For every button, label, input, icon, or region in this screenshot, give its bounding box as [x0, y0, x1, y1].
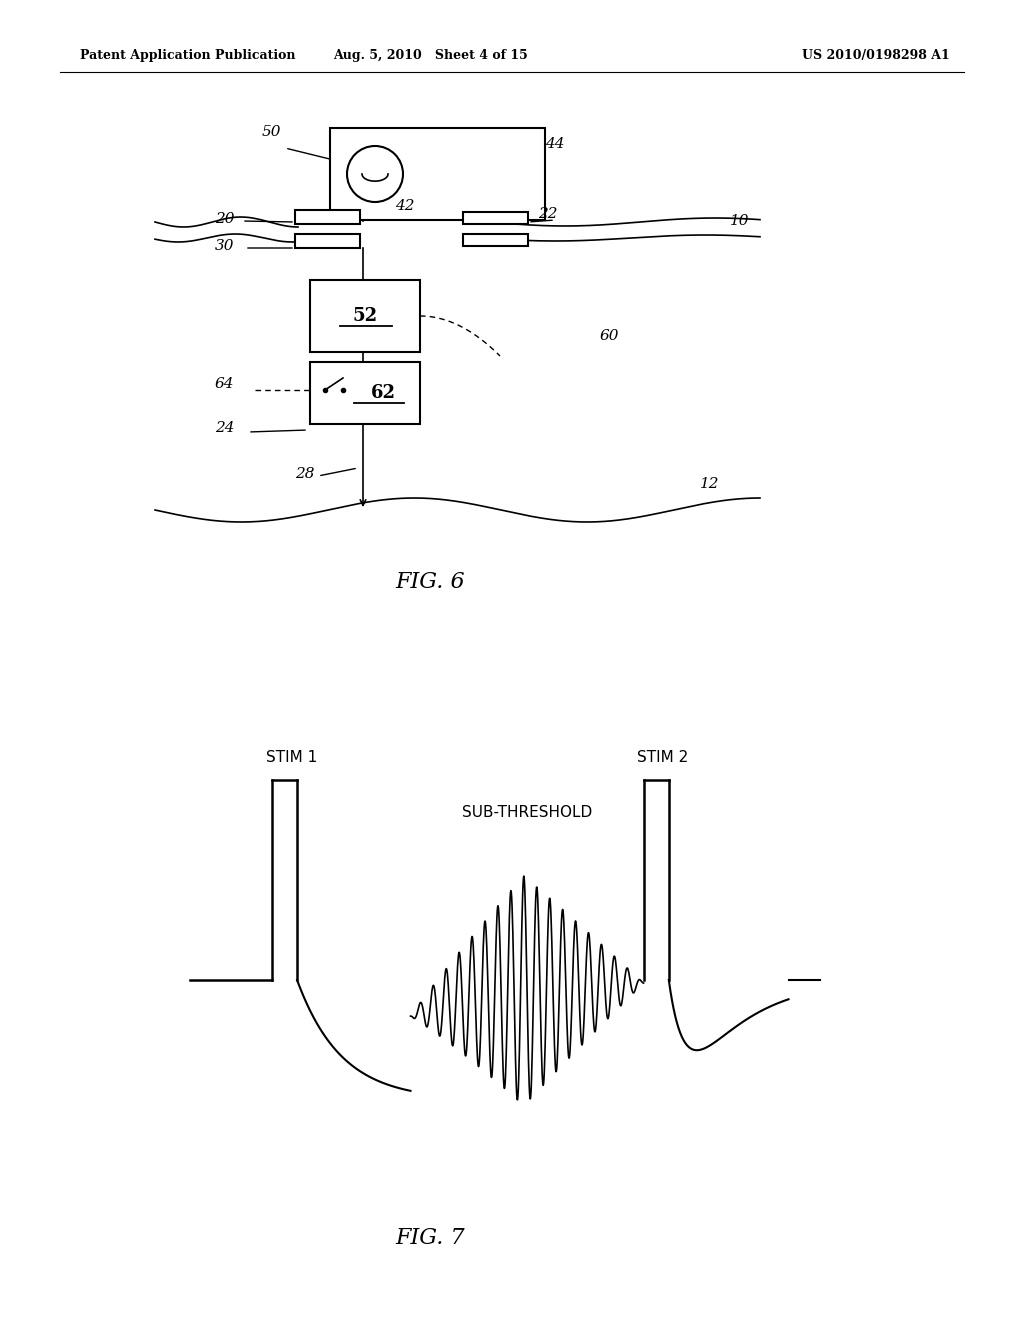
- Bar: [330, 128, 545, 220]
- Bar: [295, 234, 360, 248]
- Text: US 2010/0198298 A1: US 2010/0198298 A1: [802, 49, 950, 62]
- Text: SUB-THRESHOLD: SUB-THRESHOLD: [462, 805, 592, 820]
- Text: 42: 42: [395, 199, 415, 213]
- Text: Aug. 5, 2010   Sheet 4 of 15: Aug. 5, 2010 Sheet 4 of 15: [333, 49, 527, 62]
- Text: STIM 1: STIM 1: [265, 750, 316, 766]
- Bar: [310, 362, 420, 424]
- Text: 30: 30: [215, 239, 234, 253]
- Text: 22: 22: [538, 207, 557, 220]
- Text: 62: 62: [371, 384, 395, 403]
- Text: 52: 52: [352, 308, 378, 325]
- Bar: [463, 213, 528, 224]
- Text: 12: 12: [700, 477, 720, 491]
- Text: 10: 10: [730, 214, 750, 228]
- Bar: [463, 234, 528, 246]
- Text: FIG. 7: FIG. 7: [395, 1228, 465, 1249]
- Text: 20: 20: [215, 213, 234, 226]
- Text: Patent Application Publication: Patent Application Publication: [80, 49, 296, 62]
- Text: 60: 60: [600, 329, 620, 343]
- Text: STIM 2: STIM 2: [637, 750, 688, 766]
- Text: 24: 24: [215, 421, 234, 436]
- Bar: [310, 280, 420, 352]
- Text: 28: 28: [295, 467, 314, 480]
- Bar: [295, 210, 360, 224]
- Text: 64: 64: [215, 378, 234, 391]
- Text: 50: 50: [262, 125, 282, 139]
- Text: FIG. 6: FIG. 6: [395, 572, 465, 593]
- Text: 44: 44: [545, 137, 564, 150]
